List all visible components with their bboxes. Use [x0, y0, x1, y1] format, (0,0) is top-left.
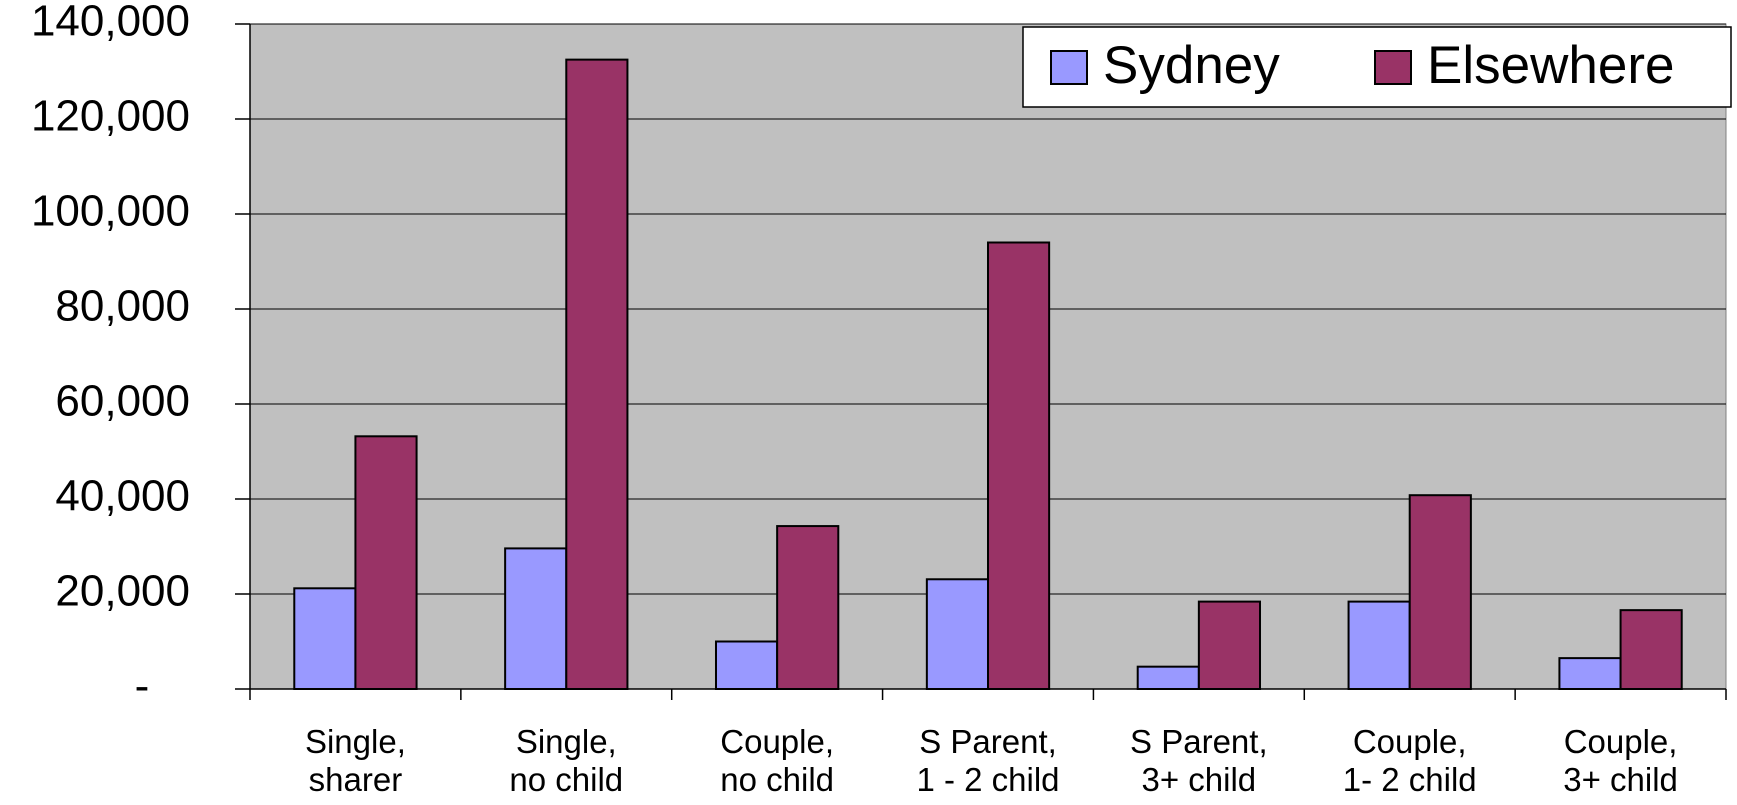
bar	[1347, 600, 1411, 690]
x-tick-label: Couple, no child	[720, 723, 835, 798]
bar	[925, 578, 990, 691]
legend-swatch	[1374, 50, 1412, 85]
y-tick-label: 60,000	[55, 377, 190, 426]
bar	[987, 241, 1051, 690]
x-tick-label: Single, no child	[509, 723, 624, 798]
bar	[1619, 609, 1683, 691]
y-tick-label: 80,000	[55, 282, 190, 331]
bar	[504, 547, 568, 691]
bar	[354, 435, 418, 690]
bar	[565, 58, 629, 690]
legend-label: Elsewhere	[1427, 36, 1674, 95]
legend-label: Sydney	[1103, 36, 1280, 95]
y-tick-label: 20,000	[55, 567, 190, 616]
bar	[1408, 494, 1472, 691]
legend-swatch	[1050, 50, 1088, 85]
y-tick-label: 120,000	[31, 92, 190, 141]
y-tick-label: 140,000	[31, 0, 190, 46]
bar	[714, 640, 779, 690]
bar	[293, 587, 357, 690]
y-tick-label: -	[135, 662, 150, 711]
y-tick-label: 100,000	[31, 187, 190, 236]
x-tick-label: S Parent, 3+ child	[1130, 723, 1268, 798]
bar	[776, 525, 840, 691]
bar	[1558, 657, 1622, 690]
legend-box	[1022, 26, 1732, 108]
x-tick-label: Couple, 3+ child	[1563, 723, 1678, 798]
bar	[1197, 600, 1262, 690]
x-tick-label: S Parent, 1 - 2 child	[916, 723, 1060, 798]
x-tick-label: Single, sharer	[304, 723, 406, 798]
x-tick-label: Couple, 1- 2 child	[1342, 723, 1477, 798]
y-tick-label: 40,000	[55, 472, 190, 521]
bar	[1136, 665, 1200, 690]
